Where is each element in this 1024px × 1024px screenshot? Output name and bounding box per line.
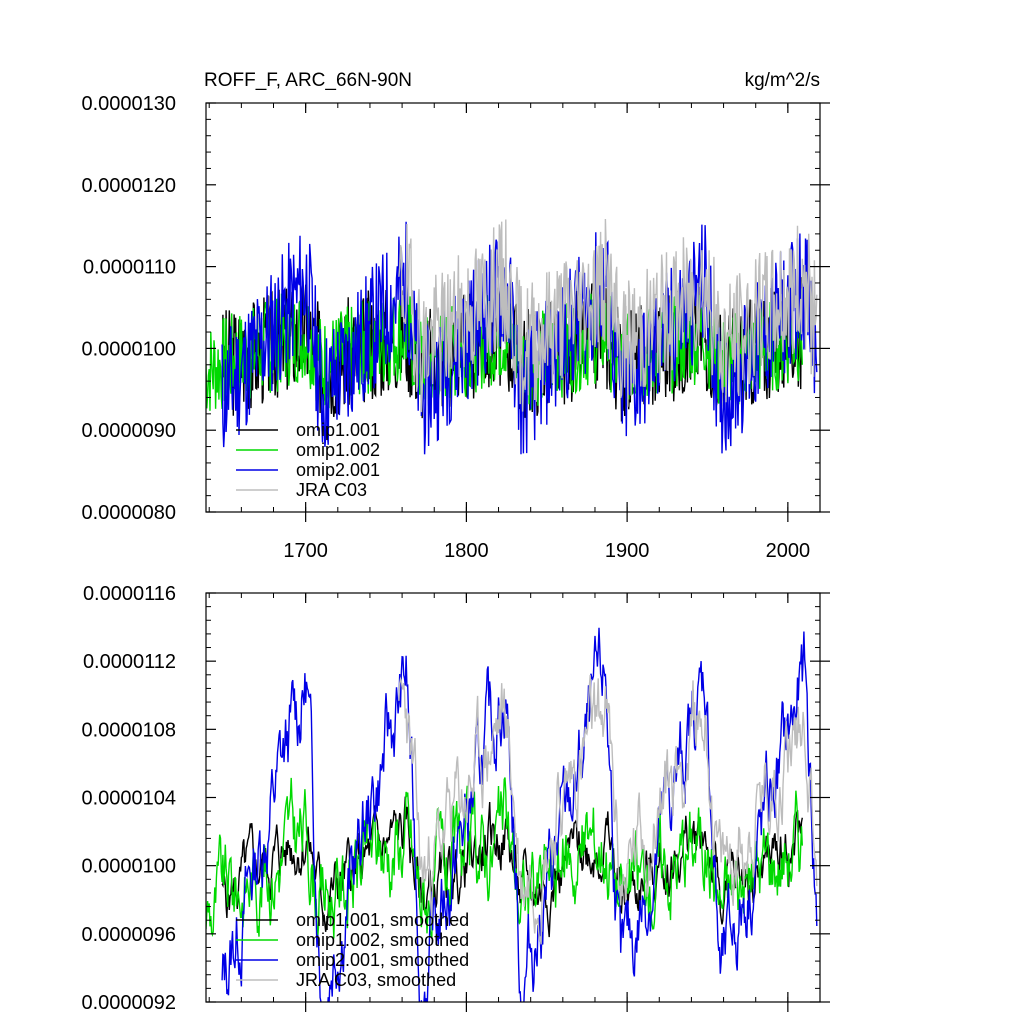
y-tick-label: 0.0000116	[83, 583, 176, 605]
legend-label: omip1.002	[296, 440, 380, 460]
units-label: kg/m^2/s	[745, 70, 820, 91]
y-tick-label: 0.0000130	[81, 93, 176, 115]
bottom-panel: 0.0000092 0.0000096 0.0000100 0.0000104 0.00…	[81, 583, 830, 1014]
series-line-jra-c03	[398, 218, 818, 413]
y-tick-label: 0.0000080	[81, 502, 176, 524]
chart-title: ROFF_F, ARC_66N-90N	[204, 70, 412, 91]
legend-label: JRA C03, smoothed	[296, 970, 456, 990]
legend-label: omip1.001	[296, 420, 380, 440]
legend-label: omip1.001, smoothed	[296, 910, 469, 930]
top-panel: 1700 1800 1900 2000 0.0000080 0.0000090 0.0000…	[81, 70, 830, 562]
y-tick-label: 0.0000108	[81, 719, 176, 741]
y-tick-label: 0.0000110	[83, 257, 176, 279]
y-tick-label: 0.0000120	[81, 175, 176, 197]
x-tick-label: 1900	[605, 540, 650, 562]
legend-label: omip1.002, smoothed	[296, 930, 469, 950]
x-tick-label: 1800	[444, 540, 489, 562]
series-line-omip1-002	[206, 288, 803, 411]
series-line-omip1-001-smoothed	[221, 796, 803, 938]
series-line-omip1-002-smoothed	[206, 777, 803, 939]
legend-label: omip2.001	[296, 460, 380, 480]
y-tick-label: 0.0000090	[81, 420, 176, 442]
x-tick-label: 1700	[283, 540, 328, 562]
series-line-omip2-001-smoothed	[221, 627, 818, 1002]
y-tick-label: 0.0000104	[81, 788, 176, 810]
x-tick-label: 2000	[766, 540, 811, 562]
y-tick-label: 0.0000096	[81, 924, 176, 946]
y-tick-label: 0.0000100	[81, 338, 176, 360]
y-tick-label: 0.0000092	[81, 992, 176, 1014]
legend-label: omip2.001, smoothed	[296, 950, 469, 970]
series-group	[206, 627, 818, 1002]
y-tick-label: 0.0000112	[83, 651, 176, 673]
series-group	[206, 218, 818, 455]
y-tick-label: 0.0000100	[81, 856, 176, 878]
series-line-omip1-001	[221, 276, 803, 422]
series-line-jra-c03-smoothed	[398, 675, 818, 945]
plot-frame	[205, 102, 821, 513]
legend-label: JRA C03	[296, 480, 367, 500]
